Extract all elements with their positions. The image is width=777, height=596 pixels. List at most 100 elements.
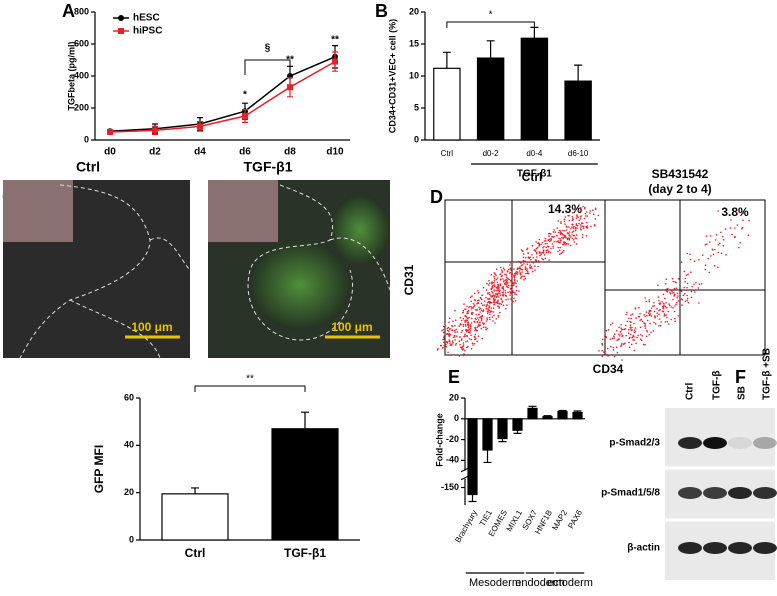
bracket: [446, 21, 535, 28]
panel-letter: A: [62, 1, 75, 21]
event-dot: [506, 304, 508, 306]
event-dot: [586, 221, 588, 224]
event-dot: [571, 226, 573, 228]
event-dot: [632, 334, 635, 337]
event-dot: [642, 343, 645, 346]
bar: [564, 80, 592, 141]
event-dot: [463, 353, 465, 355]
event-dot: [640, 318, 642, 321]
event-dot: [519, 262, 522, 264]
bar: [557, 410, 568, 420]
event-dot: [640, 339, 643, 342]
event-dot: [493, 280, 496, 282]
event-dot: [563, 236, 565, 239]
event-dot: [681, 304, 683, 306]
event-dot: [544, 237, 547, 240]
signal: [250, 240, 350, 330]
event-dot: [734, 227, 736, 229]
event-dot: [560, 221, 562, 223]
event-dot: [500, 303, 503, 306]
event-dot: [505, 299, 507, 301]
event-dot: [504, 294, 507, 297]
event-dot: [624, 328, 627, 330]
group-label: Mesoderm: [469, 577, 521, 589]
event-dot: [563, 218, 566, 220]
event-dot: [613, 337, 615, 339]
event-dot: [663, 313, 666, 315]
event-dot: [603, 351, 605, 353]
event-dot: [513, 279, 516, 282]
event-dot: [454, 339, 456, 341]
error-bar: [530, 26, 539, 39]
event-dot: [627, 332, 630, 335]
event-dot: [598, 350, 600, 352]
event-dot: [580, 215, 582, 217]
event-dot: [501, 287, 504, 290]
event-dot: [538, 238, 541, 241]
event-dot: [639, 313, 641, 315]
event-dot: [501, 270, 504, 272]
event-dot: [557, 250, 559, 253]
panel-letter: F: [735, 367, 746, 387]
event-dot: [456, 335, 458, 338]
event-dot: [560, 239, 562, 242]
event-dot: [662, 293, 665, 296]
event-dot: [679, 298, 681, 300]
event-dot: [675, 287, 678, 290]
event-dot: [465, 325, 467, 327]
event-dot: [462, 325, 465, 328]
event-dot: [464, 349, 466, 352]
event-dot: [664, 321, 667, 323]
y-tick-label: 0: [414, 134, 419, 144]
event-dot: [722, 238, 725, 241]
event-dot: [735, 211, 738, 214]
x-tick-label: d6: [239, 147, 251, 158]
row-label: β-actin: [627, 543, 660, 554]
event-dot: [648, 309, 651, 312]
event-dot: [451, 325, 453, 327]
event-dot: [487, 293, 489, 295]
event-dot: [592, 209, 594, 211]
event-dot: [452, 320, 454, 323]
event-dot: [621, 359, 623, 361]
event-dot: [518, 260, 520, 263]
event-dot: [470, 338, 473, 341]
event-dot: [701, 254, 704, 256]
event-dot: [658, 318, 661, 320]
event-dot: [666, 316, 668, 319]
group-label: ectoderm: [547, 577, 593, 589]
event-dot: [676, 297, 679, 299]
event-dot: [616, 351, 619, 354]
event-dot: [621, 343, 623, 345]
event-dot: [571, 234, 573, 236]
event-dot: [466, 334, 468, 337]
event-dot: [619, 335, 621, 337]
event-dot: [497, 305, 499, 308]
event-dot: [451, 329, 454, 331]
event-dot: [624, 342, 626, 345]
event-dot: [665, 302, 667, 304]
event-dot: [541, 258, 543, 260]
event-dot: [468, 338, 471, 340]
event-dot: [572, 234, 575, 237]
event-dot: [459, 316, 462, 319]
lane-label: TGF-β +SB: [762, 348, 773, 400]
event-dot: [467, 312, 469, 315]
event-dot: [504, 291, 507, 294]
event-dot: [496, 288, 499, 290]
event-dot: [546, 249, 549, 251]
event-dot: [554, 231, 556, 233]
event-dot: [625, 313, 627, 316]
event-dot: [550, 238, 553, 241]
event-dot: [445, 345, 448, 348]
event-dot: [646, 319, 649, 322]
event-dot: [485, 328, 487, 331]
event-dot: [577, 216, 579, 218]
event-dot: [508, 278, 511, 281]
event-dot: [480, 327, 483, 330]
event-dot: [526, 247, 529, 250]
event-dot: [448, 335, 451, 338]
event-dot: [626, 320, 629, 323]
event-dot: [489, 313, 491, 316]
event-dot: [667, 323, 670, 325]
